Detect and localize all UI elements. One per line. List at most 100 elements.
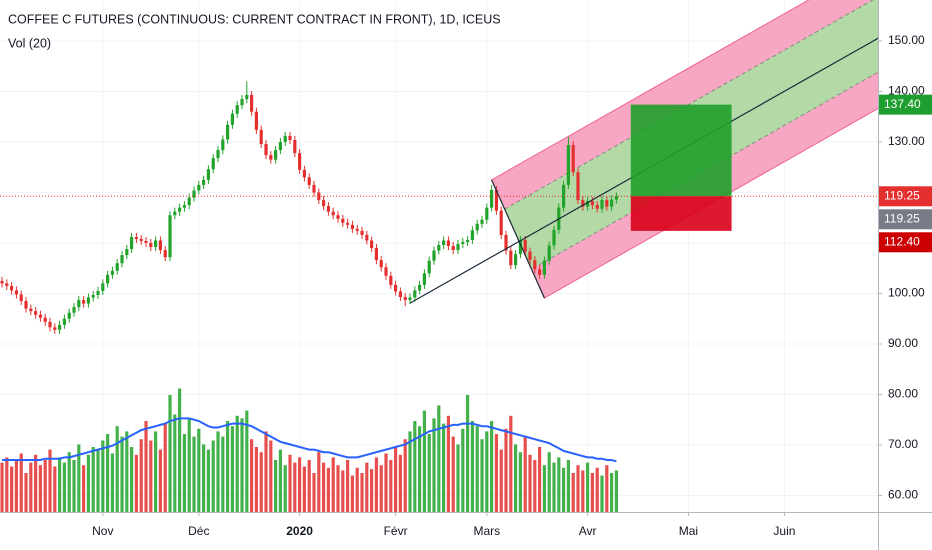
candle-body xyxy=(298,153,302,170)
candle-body xyxy=(62,318,67,325)
price-label: 119.25 xyxy=(884,211,920,225)
candle-body xyxy=(29,308,33,312)
volume-bar xyxy=(264,431,268,512)
volume-bar xyxy=(451,436,455,512)
candle-body xyxy=(168,215,172,258)
volume-bar xyxy=(235,415,239,512)
volume-bar xyxy=(134,454,139,512)
volume-bar xyxy=(562,467,566,512)
candle-body xyxy=(182,205,187,208)
candle-body xyxy=(130,236,134,250)
candle-body xyxy=(96,290,100,296)
volume-bar xyxy=(163,423,167,512)
candle-body xyxy=(446,240,451,247)
volume-bar xyxy=(518,452,523,512)
candle-body xyxy=(5,283,9,286)
candle-body xyxy=(470,230,475,240)
volume-bar xyxy=(230,426,235,512)
price-label-box xyxy=(879,232,932,253)
volume-bar xyxy=(10,466,14,512)
candle-body xyxy=(43,317,47,322)
volume-title: Vol (20) xyxy=(8,36,51,50)
candle-body xyxy=(528,251,532,261)
volume-bar xyxy=(312,473,316,512)
volume-bar xyxy=(490,421,494,512)
volume-bar xyxy=(605,465,609,512)
candle-body xyxy=(413,290,417,298)
candle-body xyxy=(221,139,225,151)
candle-body xyxy=(538,269,542,275)
volume-bar xyxy=(533,460,537,512)
candle-body xyxy=(480,219,484,224)
volume-bar xyxy=(206,449,211,512)
candle-body xyxy=(163,250,167,258)
volume-bar xyxy=(370,469,374,512)
candle-body xyxy=(158,240,163,251)
candle-body xyxy=(115,263,119,271)
candle-body xyxy=(552,229,556,246)
volume-bar xyxy=(19,453,23,512)
candle-body xyxy=(518,239,523,255)
volume-bar xyxy=(542,465,547,512)
volume-bar xyxy=(192,436,196,512)
volume-ma-line xyxy=(2,417,617,463)
volume-bar xyxy=(197,428,201,512)
candle-body xyxy=(192,190,196,198)
candle-body xyxy=(259,129,263,145)
y-tick-label: 140.00 xyxy=(888,84,925,98)
volume-bar xyxy=(101,440,105,512)
candle-body xyxy=(341,218,345,223)
y-tick-label: 60.00 xyxy=(888,488,918,502)
volume-bar xyxy=(499,449,503,512)
candle-body xyxy=(499,210,503,235)
candle-body xyxy=(134,236,139,239)
volume-bar xyxy=(154,431,158,512)
volume-bar xyxy=(72,460,76,512)
candle-body xyxy=(566,145,571,185)
candle-body xyxy=(10,285,14,291)
candle-body xyxy=(475,223,479,231)
price-label-box xyxy=(879,94,932,115)
candle-body xyxy=(274,150,278,160)
volume-bar xyxy=(187,418,191,512)
volume-bar xyxy=(394,447,398,512)
candle-body xyxy=(34,311,38,315)
volume-bar xyxy=(283,465,287,512)
candle-body xyxy=(451,246,455,251)
volume-bar xyxy=(437,405,441,512)
candle-body xyxy=(144,240,148,243)
candle-body xyxy=(14,290,19,295)
candle-body xyxy=(240,99,244,106)
x-tick-label: Mai xyxy=(679,524,698,538)
volume-bar xyxy=(576,465,580,512)
volume-bar xyxy=(58,457,62,512)
volume-bar xyxy=(566,460,571,512)
volume-bar xyxy=(254,447,259,512)
volume-bar xyxy=(110,453,115,512)
candle-body xyxy=(595,205,599,209)
x-tick-label: Avr xyxy=(579,524,597,538)
candle-body xyxy=(326,206,331,212)
candle-body xyxy=(77,300,81,308)
candle-body xyxy=(490,189,494,208)
candle-body xyxy=(72,307,76,313)
volume-bar xyxy=(514,444,518,512)
x-tick-label: Juin xyxy=(773,524,795,538)
volume-bar xyxy=(106,434,110,512)
candle-body xyxy=(58,324,62,330)
x-tick-label: Nov xyxy=(92,524,113,538)
candle-body xyxy=(370,240,374,249)
volume-bar xyxy=(586,462,590,512)
candle-body xyxy=(202,179,206,185)
candle-body xyxy=(197,184,201,191)
candle-body xyxy=(226,124,230,140)
candle-body xyxy=(106,274,110,284)
volume-bar xyxy=(480,439,484,512)
x-tick-label: Févr xyxy=(384,524,408,538)
candle-body xyxy=(235,105,239,114)
candle-body xyxy=(0,280,4,284)
candle-body xyxy=(91,295,95,298)
candle-body xyxy=(101,283,105,291)
candle-body xyxy=(355,228,359,231)
volume-bar xyxy=(595,467,599,512)
